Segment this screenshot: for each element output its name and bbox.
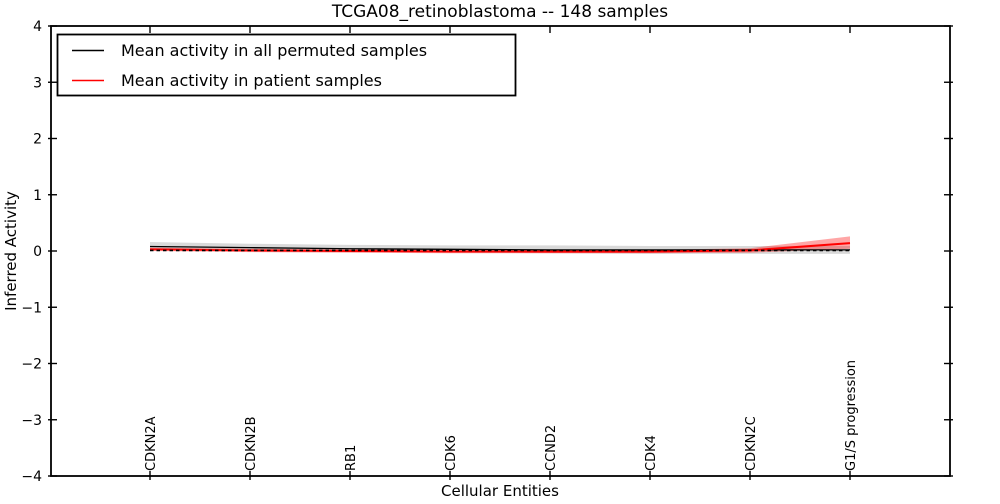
chart-title: TCGA08_retinoblastoma -- 148 samples — [331, 2, 668, 22]
y-tick-label: 0 — [33, 244, 42, 260]
x-tick-label: CCND2 — [544, 425, 559, 471]
y-tick-label: 1 — [33, 188, 42, 204]
y-tick-label: −4 — [21, 469, 42, 485]
legend-box — [56, 33, 517, 97]
y-tick-labels: 4 3 2 1 0 −1 −2 −3 −4 — [21, 19, 42, 485]
y-axis-label: Inferred Activity — [2, 191, 20, 311]
x-tick-labels: CDKN2A CDKN2B RB1 CDK6 CCND2 CDK4 CDKN2C G1/S p… — [144, 360, 859, 471]
legend-label-patient: Mean activity in patient samples — [121, 71, 382, 90]
y-tick-label: 4 — [33, 19, 42, 35]
x-tick-label: CDKN2A — [144, 416, 159, 471]
y-tick-label: 2 — [33, 132, 42, 148]
x-ticks — [149, 26, 851, 480]
y-tick-label: −1 — [21, 300, 42, 316]
y-tick-label: −2 — [21, 357, 42, 373]
x-tick-label: CDK4 — [644, 435, 659, 471]
x-tick-label: CDKN2C — [744, 416, 759, 471]
x-tick-label: CDKN2B — [244, 416, 259, 471]
x-axis-label: Cellular Entities — [441, 482, 559, 500]
series-lines — [149, 242, 851, 253]
x-tick-label: CDK6 — [444, 435, 459, 471]
x-tick-label: RB1 — [344, 445, 359, 471]
y-tick-label: 3 — [33, 75, 42, 91]
legend: Mean activity in all permuted samples Me… — [56, 33, 517, 97]
legend-label-permuted: Mean activity in all permuted samples — [121, 41, 427, 60]
Mean activity in patient samples-line — [149, 242, 851, 253]
y-ticks — [48, 25, 953, 477]
x-tick-label: G1/S progression — [844, 360, 859, 471]
y-tick-label: −3 — [21, 413, 42, 429]
